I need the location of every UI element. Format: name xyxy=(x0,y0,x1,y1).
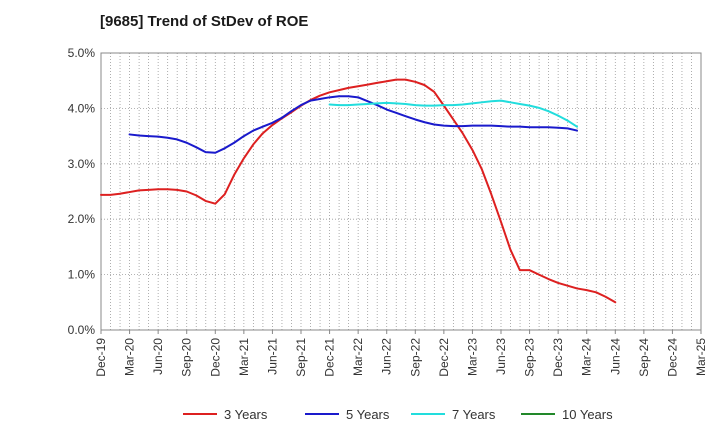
x-tick-label: Mar-25 xyxy=(694,338,708,376)
x-tick-label: Dec-24 xyxy=(665,338,679,377)
x-tick-label: Jun-24 xyxy=(608,338,622,375)
series-line-3-years xyxy=(100,78,617,304)
x-tick-label: Sep-23 xyxy=(523,338,537,377)
x-tick-label: Jun-20 xyxy=(151,338,165,375)
x-tick-label: Mar-22 xyxy=(351,338,365,376)
x-tick-label: Sep-22 xyxy=(408,338,422,377)
axis-layer: 0.0% 1.0% 2.0% 3.0% 4.0% 5.0% Dec-19 Mar-20 Jun-… xyxy=(68,46,708,377)
y-tick-label: 4.0% xyxy=(68,101,96,115)
y-tick-label: 5.0% xyxy=(68,46,96,60)
y-tick-label: 3.0% xyxy=(68,157,96,171)
x-tick-label: Mar-21 xyxy=(237,338,251,376)
plot-area xyxy=(101,53,701,330)
grid-layer xyxy=(101,52,701,330)
legend-label: 5 Years xyxy=(346,407,390,422)
series-layer xyxy=(100,78,617,304)
y-tick-label: 2.0% xyxy=(68,212,96,226)
legend-label: 10 Years xyxy=(562,407,613,422)
chart-title: [9685] Trend of StDev of ROE xyxy=(100,13,308,30)
x-tick-label: Dec-19 xyxy=(94,338,108,377)
x-tick-label: Sep-24 xyxy=(637,338,651,377)
x-tick-label: Sep-20 xyxy=(180,338,194,377)
x-tick-label: Jun-22 xyxy=(380,338,394,375)
series-line-5-years xyxy=(128,95,578,154)
x-tick-label: Dec-20 xyxy=(208,338,222,377)
legend-label: 3 Years xyxy=(224,407,268,422)
y-tick-label: 1.0% xyxy=(68,268,96,282)
x-tick-label: Sep-21 xyxy=(294,338,308,377)
x-tick-label: Mar-23 xyxy=(465,338,479,376)
x-tick-label: Dec-23 xyxy=(551,338,565,377)
x-tick-label: Mar-20 xyxy=(123,338,137,376)
legend: 3 Years 5 Years 7 Years 10 Years xyxy=(183,407,613,422)
x-tick-label: Jun-23 xyxy=(494,338,508,375)
x-tick-label: Dec-22 xyxy=(437,338,451,377)
x-tick-label: Mar-24 xyxy=(580,338,594,376)
y-tick-label: 0.0% xyxy=(68,323,96,337)
x-tick-label: Dec-21 xyxy=(323,338,337,377)
x-tick-label: Jun-21 xyxy=(265,338,279,375)
series-line-7-years xyxy=(328,99,578,128)
legend-label: 7 Years xyxy=(452,407,496,422)
plot-border xyxy=(100,52,702,331)
